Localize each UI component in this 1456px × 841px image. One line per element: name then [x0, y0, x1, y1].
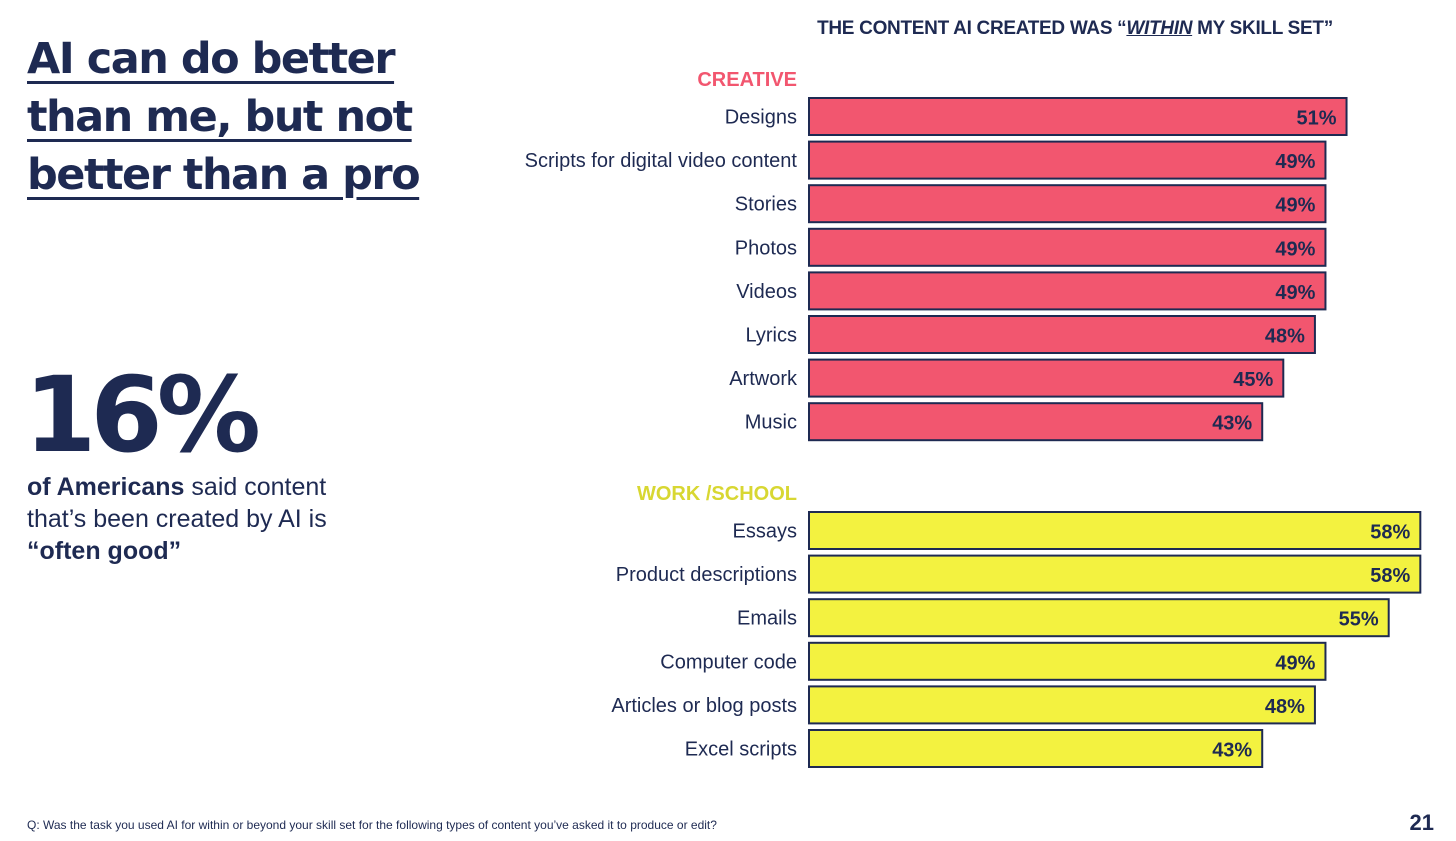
bar-1-4	[808, 685, 1316, 725]
bar-1-0	[808, 511, 1422, 550]
group-label-0: CREATIVE	[697, 69, 797, 91]
category-label-0-1: Scripts for digital video content	[525, 150, 798, 172]
value-label-0-6: 45%	[1233, 369, 1273, 391]
category-label-1-5: Excel scripts	[685, 739, 797, 761]
bar-0-1	[808, 140, 1327, 180]
bar-1-2	[808, 598, 1390, 638]
value-label-1-1: 58%	[1370, 565, 1410, 587]
value-label-0-0: 51%	[1297, 108, 1337, 130]
chart-title-emphasis: WITHIN	[1126, 18, 1193, 39]
bar-1-5	[808, 729, 1264, 768]
bar-1-1	[808, 554, 1422, 594]
category-label-0-2: Stories	[735, 194, 797, 216]
category-label-0-7: Music	[745, 412, 797, 434]
footnote: Q: Was the task you used AI for within o…	[27, 818, 717, 832]
value-label-1-4: 48%	[1265, 696, 1305, 718]
category-label-0-4: Videos	[736, 281, 797, 303]
stat-desc-end: “often good”	[27, 537, 182, 565]
page-number: 21	[1409, 810, 1434, 835]
bar-0-3	[808, 227, 1327, 267]
category-label-0-6: Artwork	[729, 368, 798, 390]
category-label-0-5: Lyrics	[746, 325, 797, 347]
category-label-0-3: Photos	[735, 237, 797, 259]
chart-title-post: MY SKILL SET”	[1192, 18, 1333, 39]
value-label-1-5: 43%	[1212, 740, 1252, 762]
value-label-0-3: 49%	[1275, 238, 1315, 260]
value-label-0-4: 49%	[1275, 282, 1315, 304]
bar-0-7	[808, 402, 1264, 442]
stat-description: of Americans said content that’s been cr…	[27, 471, 367, 567]
big-stat-value: 16%	[24, 354, 261, 476]
category-label-1-3: Computer code	[660, 651, 797, 673]
value-label-0-2: 49%	[1275, 195, 1315, 217]
chart-title: THE CONTENT AI CREATED WAS “WITHIN MY SK…	[780, 18, 1370, 40]
value-label-1-3: 49%	[1275, 652, 1315, 674]
category-label-1-2: Emails	[737, 608, 797, 630]
group-label-1: WORK /SCHOOL	[637, 483, 797, 505]
category-label-1-1: Product descriptions	[616, 564, 797, 586]
bar-0-5	[808, 315, 1316, 354]
headline: AI can do better than me, but not better…	[27, 34, 421, 200]
bar-0-4	[808, 271, 1327, 311]
stat-desc-bold: of Americans	[27, 473, 185, 501]
category-label-1-0: Essays	[733, 521, 797, 543]
value-label-1-0: 58%	[1370, 522, 1410, 544]
category-label-1-4: Articles or blog posts	[611, 695, 797, 717]
bar-0-6	[808, 358, 1285, 398]
bar-0-0	[808, 97, 1348, 136]
chart-title-pre: THE CONTENT AI CREATED WAS “	[817, 18, 1127, 39]
value-label-1-2: 55%	[1339, 609, 1379, 631]
bar-1-3	[808, 641, 1327, 681]
bar-0-2	[808, 184, 1327, 224]
category-label-0-0: Designs	[725, 107, 797, 129]
value-label-0-7: 43%	[1212, 413, 1252, 435]
value-label-0-5: 48%	[1265, 326, 1305, 348]
value-label-0-1: 49%	[1275, 151, 1315, 173]
stat-desc-mid: said content that’s been created by AI i…	[27, 473, 327, 533]
